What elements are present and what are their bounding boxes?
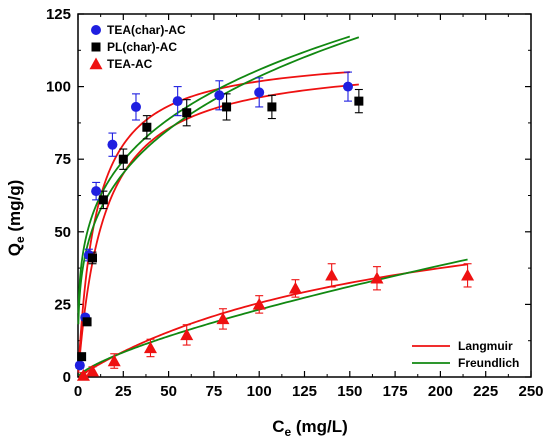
tea-ac-point [143, 341, 157, 354]
pl-char-ac-point [118, 154, 128, 164]
langmuir-legend-label: Langmuir [458, 339, 513, 353]
langmuir-fit-curve [78, 263, 468, 378]
freundlich-legend-label: Freundlich [458, 356, 519, 370]
pl-char-ac-point [222, 102, 232, 112]
x-tick-label: 100 [247, 383, 272, 400]
freundlich-fit-curve [77, 35, 351, 314]
tea-char-ac-point [130, 101, 141, 112]
tea-ac-legend-label: TEA-AC [107, 57, 153, 71]
data-points [74, 81, 475, 381]
tea-ac-point [252, 297, 266, 310]
tea-ac-point [370, 271, 384, 284]
pl-char-ac-point [87, 253, 97, 263]
tea-char-ac-point [91, 186, 102, 197]
tea-ac-point [288, 281, 302, 294]
tea-ac-point [85, 364, 99, 377]
pl-char-ac-point [182, 108, 192, 118]
pl-char-ac-legend-marker [91, 42, 101, 52]
tea-ac-point [107, 354, 121, 367]
x-tick-label: 175 [383, 383, 408, 400]
tea-char-ac-point [342, 81, 353, 92]
tea-char-ac-legend-label: TEA(char)-AC [107, 23, 186, 37]
error-bars [75, 71, 472, 378]
y-tick-label: 75 [54, 151, 71, 168]
tea-char-ac-point [214, 90, 225, 101]
x-tick-label: 250 [518, 383, 543, 400]
tea-char-ac-point [172, 96, 183, 107]
y-tick-label: 0 [63, 369, 71, 386]
tea-ac-point [180, 328, 194, 341]
x-tick-label: 25 [115, 383, 132, 400]
x-tick-label: 225 [473, 383, 498, 400]
pl-char-ac-legend-label: PL(char)-AC [107, 40, 177, 54]
langmuir-fit-curve [77, 83, 359, 373]
pl-char-ac-point [82, 317, 92, 327]
tea-char-ac-legend-marker [91, 25, 101, 35]
tea-ac-point [76, 369, 90, 381]
legend-markers: TEA(char)-AC PL(char)-AC TEA-AC [89, 23, 186, 71]
x-axis-ticks: 0 25 50 75 100 125 150 175 200 225 250 [74, 14, 544, 400]
fit-curves [77, 35, 468, 378]
x-tick-label: 50 [160, 383, 177, 400]
y-tick-label: 100 [46, 79, 71, 96]
tea-ac-point [325, 268, 339, 281]
x-tick-label: 200 [428, 383, 453, 400]
x-tick-label: 75 [206, 383, 223, 400]
pl-char-ac-point [142, 122, 152, 132]
freundlich-fit-curve [77, 36, 360, 325]
y-tick-label: 125 [46, 6, 71, 23]
pl-char-ac-point [267, 102, 277, 112]
y-axis-ticks: 0 25 50 75 100 125 [46, 6, 531, 386]
legend-fits: Langmuir Freundlich [412, 339, 519, 370]
tea-char-ac-point [74, 360, 85, 371]
pl-char-ac-point [98, 195, 108, 205]
x-tick-label: 150 [337, 383, 362, 400]
y-axis-title: Qe (mg/g) [5, 180, 27, 257]
tea-char-ac-point [254, 87, 265, 98]
tea-char-ac-point [107, 139, 118, 150]
x-axis-title: Ce (mg/L) [272, 417, 348, 439]
tea-ac-point [461, 268, 475, 281]
tea-ac-point [216, 312, 230, 325]
pl-char-ac-point [354, 96, 364, 106]
langmuir-fit-curve [77, 71, 350, 371]
x-tick-label: 125 [292, 383, 317, 400]
x-tick-label: 0 [74, 383, 82, 400]
pl-char-ac-point [77, 352, 87, 362]
tea-ac-legend-marker [89, 57, 103, 70]
freundlich-fit-curve [78, 258, 468, 377]
y-tick-label: 25 [54, 296, 71, 313]
y-tick-label: 50 [54, 224, 71, 241]
